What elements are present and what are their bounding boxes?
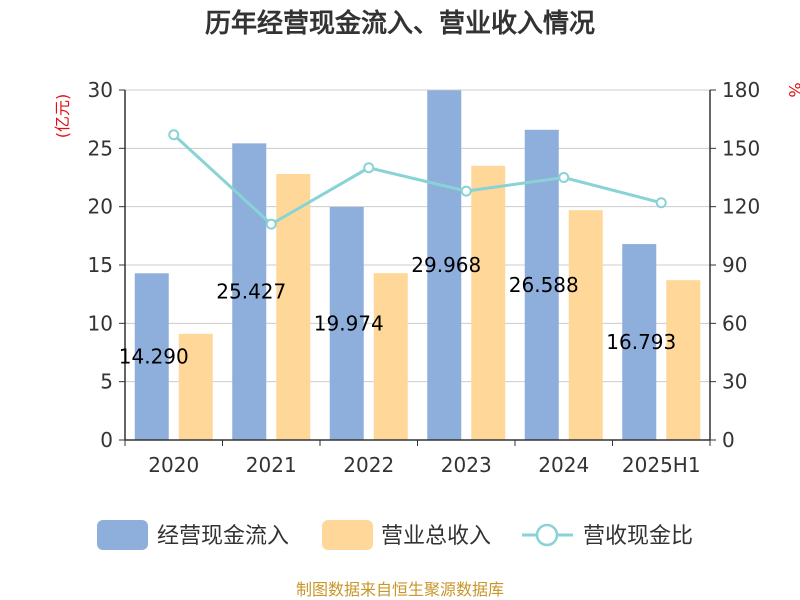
legend-swatch-cash-inflow	[97, 520, 148, 550]
legend-label-ratio: 营收现金比	[583, 524, 693, 549]
right-tick-label: 60	[722, 311, 747, 335]
bar-revenue	[568, 210, 603, 440]
bar-cash-inflow	[622, 244, 657, 440]
data-label-cash-inflow: 26.588	[509, 273, 579, 297]
data-label-cash-inflow: 14.290	[119, 345, 189, 369]
left-tick-label: 0	[100, 428, 113, 452]
ratio-point	[265, 218, 277, 230]
left-tick-label: 10	[88, 311, 113, 335]
chart-title: 历年经营现金流入、营业收入情况	[205, 8, 595, 39]
legend-marker-ratio	[535, 523, 559, 547]
data-label-cash-inflow: 25.427	[216, 280, 286, 304]
left-tick-label: 25	[88, 136, 113, 160]
bar-revenue	[178, 333, 213, 440]
data-labels: 14.290 25.427 19.974 29.968 26.588 16.793	[119, 253, 676, 368]
source-footer: 制图数据来自恒生聚源数据库	[296, 580, 504, 599]
ratio-point	[655, 197, 667, 209]
right-tick-label: 90	[722, 253, 747, 277]
bar-revenue	[276, 174, 311, 440]
bar-cash-inflow	[427, 90, 462, 440]
ratio-series-line	[172, 133, 662, 227]
bar-revenue	[471, 165, 506, 441]
x-tick-label: 2025H1	[622, 453, 701, 477]
left-tick-label: 30	[88, 78, 113, 102]
ratio-point	[558, 172, 570, 183]
right-tick-label: 120	[722, 195, 760, 219]
x-tick-label: 2021	[246, 453, 297, 477]
ratio-line	[168, 129, 667, 230]
ratio-point	[168, 129, 180, 141]
left-tick-label: 15	[88, 253, 113, 277]
x-tick-label: 2022	[343, 453, 394, 477]
legend-swatch-revenue	[322, 520, 373, 550]
x-tick-label: 2023	[441, 453, 492, 477]
bar-revenue	[373, 273, 408, 440]
left-axis-unit: (亿元)	[53, 94, 72, 139]
legend: 经营现金流入 营业总收入 营收现金比	[97, 520, 693, 550]
x-tick-label: 2024	[538, 453, 589, 477]
legend-label-cash-inflow: 经营现金流入	[157, 524, 289, 549]
left-tick-label: 20	[88, 195, 113, 219]
right-axis-unit: %	[785, 82, 800, 97]
bar-cash-inflow	[134, 273, 169, 440]
data-label-cash-inflow: 29.968	[411, 253, 481, 277]
data-label-cash-inflow: 19.974	[314, 311, 384, 335]
right-tick-label: 150	[722, 136, 760, 160]
right-tick-label: 0	[722, 428, 735, 452]
right-tick-label: 30	[722, 370, 747, 394]
bar-revenue	[666, 280, 701, 440]
ratio-point	[460, 185, 472, 197]
x-tick-label: 2020	[148, 453, 199, 477]
right-tick-label: 180	[722, 78, 760, 102]
grid-lines	[125, 89, 710, 383]
ratio-point	[363, 162, 375, 174]
axes: 0 5 10 15 20 25 30 0 30 60 90 120 150 180 2020 2021 2022…	[88, 78, 761, 477]
left-tick-label: 5	[100, 370, 113, 394]
bars	[134, 90, 701, 441]
data-label-cash-inflow: 16.793	[606, 330, 676, 354]
legend-label-revenue: 营业总收入	[381, 524, 491, 549]
bar-cash-inflow	[329, 206, 364, 440]
